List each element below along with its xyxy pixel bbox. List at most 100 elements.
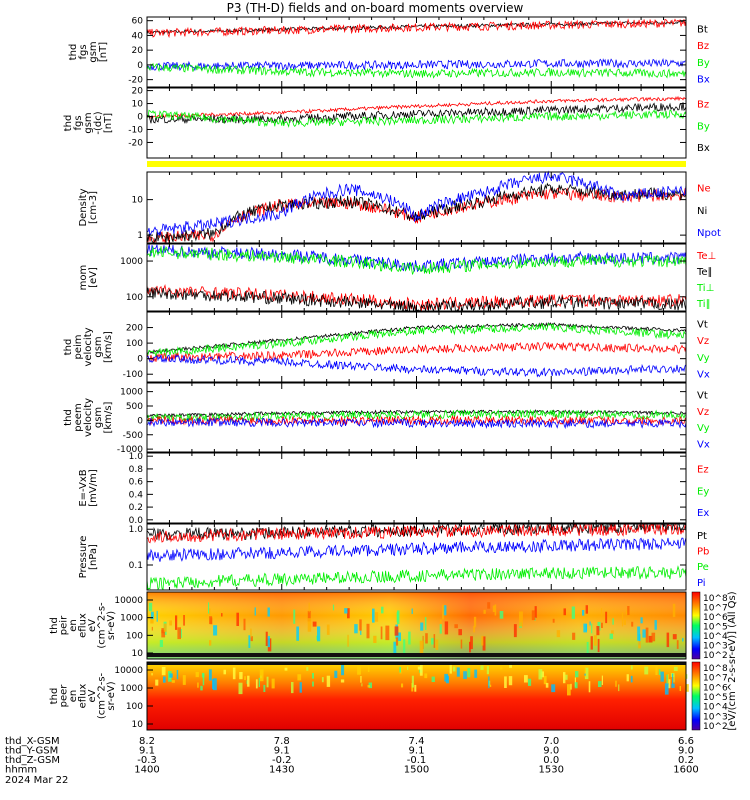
ytick-label: 10 — [132, 100, 144, 110]
series-line-Vy — [146, 409, 687, 424]
spectrogram-cell — [489, 684, 492, 687]
ytick-label: 100 — [126, 293, 143, 303]
legend-Pi: Pi — [697, 578, 706, 589]
spectrogram-cell — [347, 634, 349, 647]
ytick-label: 10 — [132, 196, 144, 206]
spectrogram-cell — [332, 604, 335, 611]
footer-date: 2024 Mar 22 — [5, 775, 68, 786]
series-line-Ni — [146, 182, 687, 244]
footer-value: 6.6 — [678, 736, 694, 747]
legend-Pb: Pb — [697, 547, 709, 558]
series-line-Vx — [146, 416, 687, 430]
spectrogram-cell — [666, 632, 670, 648]
series-line-Bx — [146, 102, 687, 125]
spectrogram-cell — [637, 626, 641, 641]
ylabel-line: eflux — [78, 613, 89, 638]
spectrogram-cell — [296, 626, 299, 641]
page-title: P3 (TH-D) fields and on-board moments ov… — [226, 1, 524, 15]
spectrogram-cell — [312, 673, 314, 679]
spectrogram-cell — [601, 675, 603, 685]
spectrogram-cell — [156, 610, 158, 622]
spectrogram-cell — [414, 684, 417, 692]
legend-Bz: Bz — [697, 99, 709, 110]
spectrogram-cell — [150, 611, 154, 620]
spectrogram-cell — [259, 669, 264, 682]
spectrogram-cell — [297, 674, 302, 681]
ylabel-line: [nPa] — [88, 544, 99, 570]
spectrogram-cell — [293, 609, 296, 624]
ytick-label: 0.4 — [129, 490, 144, 500]
ylabel-line: sr-eV) — [106, 611, 117, 640]
footer-label: thd_Y-GSM — [5, 746, 58, 757]
legend-Ex: Ex — [697, 508, 709, 519]
spectrogram-cell — [431, 638, 435, 645]
colorbar — [691, 591, 701, 660]
spectrogram-cell — [340, 679, 345, 683]
spectrogram-cell — [482, 636, 486, 651]
spectrogram-cell — [598, 681, 602, 687]
legend-Pe: Pe — [697, 562, 709, 573]
spectrogram-cell — [317, 626, 321, 642]
ylabel-line: peir — [59, 615, 70, 635]
spectrogram-cell — [299, 682, 302, 693]
ylabel-line: [km/s] — [103, 401, 114, 433]
spectrogram-cell — [582, 610, 585, 616]
spectrogram-cell — [291, 682, 294, 694]
series-line-By — [147, 109, 687, 128]
spectrogram-cell — [519, 611, 523, 627]
spectrogram-cell — [148, 602, 153, 612]
spectrogram-cell — [407, 666, 409, 670]
spectrogram-cell — [372, 608, 375, 623]
spectrogram-cell — [454, 624, 458, 629]
spectrogram-cell — [458, 629, 462, 636]
ylabel-line: [km/s] — [103, 331, 114, 363]
spectrogram-cell — [360, 630, 362, 635]
footer-value: 9.1 — [409, 746, 425, 757]
spectrogram-cell — [673, 674, 675, 683]
spectrogram-cell — [483, 609, 486, 614]
footer-value: 0.0 — [543, 755, 559, 766]
ytick-label: 1000 — [120, 388, 143, 398]
spectrogram-cell — [395, 637, 399, 646]
ytick-label: 1 — [137, 231, 143, 241]
series-line-Vz — [146, 414, 687, 426]
spectrogram-cell — [258, 677, 260, 687]
ytick-label: 0.6 — [129, 478, 144, 488]
spectrogram-cell — [424, 673, 428, 679]
spectrogram-cell — [664, 683, 669, 695]
panel-efield: 1.0 0.8 0.6 0.4 0.2 0.0 E=-VxB [mV/m] Ez Ey Ex — [78, 452, 709, 526]
colorbar-tick: 10^6 — [703, 613, 728, 623]
spectrogram-cell — [556, 630, 561, 638]
spectrogram-cell — [640, 617, 643, 624]
legend-Bz: Bz — [697, 41, 709, 52]
footer-value: -0.1 — [407, 755, 427, 766]
spectrogram-cell — [642, 629, 646, 638]
spectrogram-dark-band — [147, 653, 686, 657]
spectrogram-cell — [347, 608, 350, 619]
spectrogram-cell — [267, 636, 270, 648]
spectrogram-cell — [209, 608, 211, 615]
ytick-label: 20 — [132, 87, 144, 97]
spectrogram-cell — [367, 664, 370, 672]
spectrogram-cell — [486, 666, 489, 675]
spectrogram-peir-eflux: 10000 1000 100 10 thdpeirenefluxeV(cm^2-s-sr… — [49, 591, 728, 661]
footer-value: -0.2 — [272, 755, 292, 766]
spectrogram-cell — [460, 639, 463, 649]
ytick-label: 1.0 — [129, 525, 144, 535]
colorbar-tick: 10^7 — [703, 674, 728, 684]
spectrogram-cell — [213, 678, 217, 691]
spectrogram-cell — [534, 606, 537, 618]
panel-frame — [146, 452, 687, 524]
spectrogram-cell — [572, 632, 576, 640]
panel-fgs-comp: 20 10 0 -10 -20 thd fgs gsm -(dc) [nT] Bz By Bx — [63, 87, 710, 159]
spectrogram-cell — [445, 675, 449, 684]
ylabel-line: [nT] — [98, 42, 109, 62]
spectrogram-cell — [401, 683, 404, 688]
spectrogram-cell — [524, 675, 528, 683]
ytick-label: 60 — [132, 17, 144, 27]
spectrogram-cell — [658, 669, 661, 675]
footer-value: 1500 — [404, 765, 429, 776]
panel-frame — [146, 171, 687, 244]
spectrogram-cell — [213, 625, 218, 636]
ytick-label: 0 — [137, 416, 143, 426]
